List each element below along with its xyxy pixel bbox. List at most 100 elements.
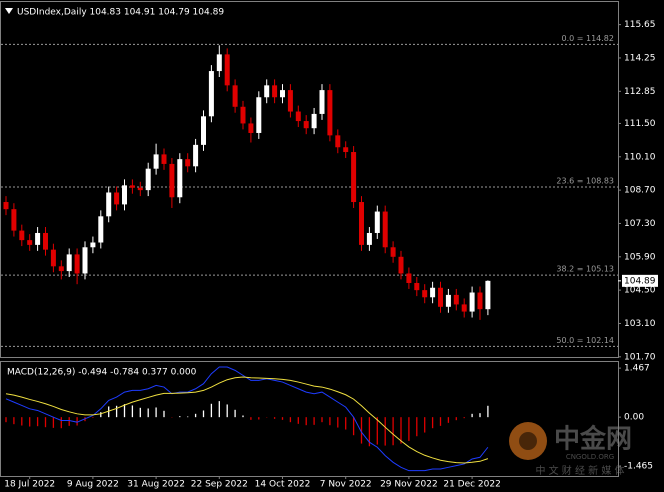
- candle-body: [461, 304, 467, 312]
- candle-body: [240, 106, 246, 124]
- x-tick-label: 9 Aug 2022: [67, 480, 119, 490]
- y-tick-label: 105.90: [624, 252, 656, 262]
- watermark: 中金网 CNGOLD.ORG 中 文 财 经 新 媒 体: [509, 422, 632, 477]
- candle-body: [295, 111, 301, 122]
- candle-body: [398, 256, 404, 274]
- y-tick-label: 110.10: [624, 152, 656, 162]
- candle-body: [438, 287, 443, 307]
- candle-body: [98, 216, 104, 243]
- candle-body: [193, 144, 199, 167]
- y-tick-label: 108.70: [624, 186, 656, 196]
- candle-body: [469, 292, 475, 312]
- y-tick-label: 104.50: [624, 286, 656, 296]
- x-tick-label: 7 Nov 2022: [320, 480, 372, 490]
- candle-body: [114, 192, 120, 205]
- macd-panel-frame: [0, 361, 619, 477]
- macd-line: [5, 376, 489, 464]
- watermark-tagline: 中 文 财 经 新 媒 体: [535, 464, 624, 477]
- candle-body: [406, 273, 412, 283]
- candle-body: [351, 152, 357, 203]
- current-price-label: 104.89: [624, 276, 656, 286]
- candle-body: [19, 230, 25, 241]
- candle-body: [256, 97, 262, 133]
- candle-body: [161, 154, 167, 164]
- candle-body: [35, 232, 41, 245]
- candle-body: [485, 280, 491, 310]
- candle-body: [264, 85, 270, 98]
- fibo-label: 23.6 = 108.83: [556, 177, 614, 186]
- candle-body: [303, 121, 309, 129]
- candle-body: [43, 232, 48, 250]
- y-tick-label: 0.00: [624, 413, 644, 423]
- y-tick-label: -1.465: [624, 462, 653, 472]
- candle-body: [477, 292, 483, 310]
- macd-title: MACD(12,26,9) -0.494 -0.784 0.377 0.000: [7, 368, 197, 378]
- candle-body: [414, 282, 420, 291]
- candle-body: [129, 185, 135, 188]
- candle-body: [137, 187, 143, 191]
- y-tick-label: 114.25: [624, 53, 656, 63]
- candle-body: [50, 249, 56, 267]
- candle-body: [359, 202, 364, 245]
- candle-body: [27, 240, 33, 245]
- candle-body: [445, 294, 451, 307]
- candle-body: [232, 85, 238, 107]
- candle-body: [343, 147, 349, 153]
- y-tick-label: 103.10: [624, 319, 656, 329]
- candle-body: [90, 242, 96, 248]
- candle-body: [145, 168, 151, 191]
- fibo-label: 38.2 = 105.13: [556, 265, 614, 274]
- y-tick-label: 111.50: [624, 119, 656, 129]
- candle-body: [66, 254, 72, 272]
- candle-body: [201, 116, 206, 145]
- current-price-box: [622, 274, 658, 287]
- watermark-site: CNGOLD.ORG: [566, 453, 614, 461]
- candle-body: [177, 159, 183, 198]
- candle-body: [74, 254, 80, 274]
- candle-body: [319, 90, 325, 114]
- y-tick-label: 101.70: [624, 352, 656, 362]
- candle-body: [453, 294, 459, 305]
- watermark-title: 中金网: [554, 424, 632, 455]
- x-tick-label: 14 Oct 2022: [255, 480, 311, 490]
- candle-body: [153, 154, 159, 169]
- candle-body: [335, 135, 341, 148]
- watermark-logo-inner: [519, 432, 537, 450]
- x-tick-label: 31 Aug 2022: [127, 480, 185, 490]
- candle-body: [272, 85, 278, 98]
- candle-body: [106, 192, 112, 217]
- candle-body: [3, 202, 9, 210]
- candle-body: [287, 90, 293, 112]
- candle-body: [185, 159, 191, 167]
- candle-body: [280, 90, 285, 98]
- candle-body: [122, 185, 127, 205]
- price-panel-frame: [0, 1, 619, 358]
- candle-body: [224, 54, 230, 86]
- candle-body: [208, 71, 214, 117]
- candle-body: [374, 211, 380, 233]
- menu-arrow[interactable]: [5, 8, 13, 14]
- candle-body: [248, 123, 254, 133]
- candle-body: [82, 247, 88, 274]
- fibo-label: 0.0 = 114.82: [561, 34, 614, 43]
- candle-body: [58, 266, 64, 272]
- x-tick-label: 22 Sep 2022: [191, 480, 248, 490]
- candle-body: [216, 54, 222, 72]
- candle-body: [366, 232, 372, 245]
- candle-body: [327, 90, 333, 136]
- x-tick-label: 18 Jul 2022: [4, 480, 55, 490]
- chart-header: USDIndex,Daily 104.83 104.91 104.79 104.…: [17, 8, 224, 18]
- x-tick-label: 21 Dec 2022: [443, 480, 501, 490]
- y-tick-label: 107.30: [624, 219, 656, 229]
- candle-body: [422, 290, 428, 298]
- candle-body: [311, 113, 317, 129]
- candle-body: [390, 247, 396, 257]
- y-tick-label: 1.467: [624, 364, 650, 374]
- candle-body: [169, 163, 175, 198]
- candle-body: [11, 209, 17, 231]
- fibo-label: 50.0 = 102.14: [556, 336, 614, 345]
- y-tick-label: 115.65: [624, 20, 656, 30]
- x-tick-label: 29 Nov 2022: [380, 480, 438, 490]
